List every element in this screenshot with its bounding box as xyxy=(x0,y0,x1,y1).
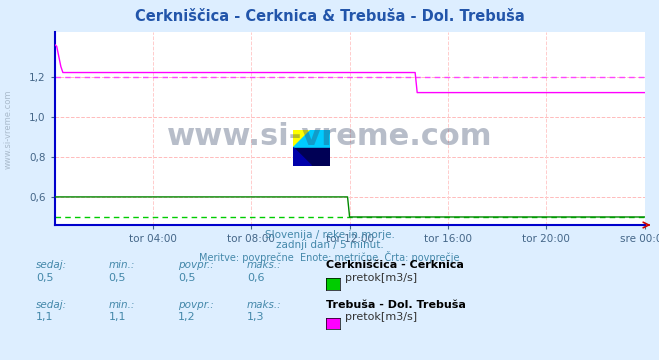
Text: pretok[m3/s]: pretok[m3/s] xyxy=(345,273,417,283)
Text: sedaj:: sedaj: xyxy=(36,300,67,310)
Text: 0,6: 0,6 xyxy=(247,273,265,283)
Text: www.si-vreme.com: www.si-vreme.com xyxy=(3,90,13,169)
Text: 1,1: 1,1 xyxy=(36,312,54,323)
Text: 1,3: 1,3 xyxy=(247,312,265,323)
Text: 1,1: 1,1 xyxy=(109,312,127,323)
Text: min.:: min.: xyxy=(109,260,135,270)
Text: zadnji dan / 5 minut.: zadnji dan / 5 minut. xyxy=(275,240,384,251)
Text: maks.:: maks.: xyxy=(247,260,282,270)
Text: pretok[m3/s]: pretok[m3/s] xyxy=(345,312,417,323)
Text: povpr.:: povpr.: xyxy=(178,260,214,270)
Text: 0,5: 0,5 xyxy=(36,273,54,283)
Text: sedaj:: sedaj: xyxy=(36,260,67,270)
Polygon shape xyxy=(293,130,330,148)
Text: www.si-vreme.com: www.si-vreme.com xyxy=(167,122,492,151)
Text: maks.:: maks.: xyxy=(247,300,282,310)
Text: Trebuša - Dol. Trebuša: Trebuša - Dol. Trebuša xyxy=(326,300,466,310)
Text: Slovenija / reke in morje.: Slovenija / reke in morje. xyxy=(264,230,395,240)
Text: Cerkniščica - Cerknica: Cerkniščica - Cerknica xyxy=(326,260,464,270)
Text: 0,5: 0,5 xyxy=(178,273,196,283)
Text: min.:: min.: xyxy=(109,300,135,310)
Text: Meritve: povprečne  Enote: metrične  Črta: povprečje: Meritve: povprečne Enote: metrične Črta:… xyxy=(199,251,460,263)
Text: 0,5: 0,5 xyxy=(109,273,127,283)
Polygon shape xyxy=(293,148,330,166)
Text: Cerkniščica - Cerknica & Trebuša - Dol. Trebuša: Cerkniščica - Cerknica & Trebuša - Dol. … xyxy=(134,9,525,24)
Text: povpr.:: povpr.: xyxy=(178,300,214,310)
Polygon shape xyxy=(293,148,312,166)
Text: 1,2: 1,2 xyxy=(178,312,196,323)
Polygon shape xyxy=(293,130,312,148)
